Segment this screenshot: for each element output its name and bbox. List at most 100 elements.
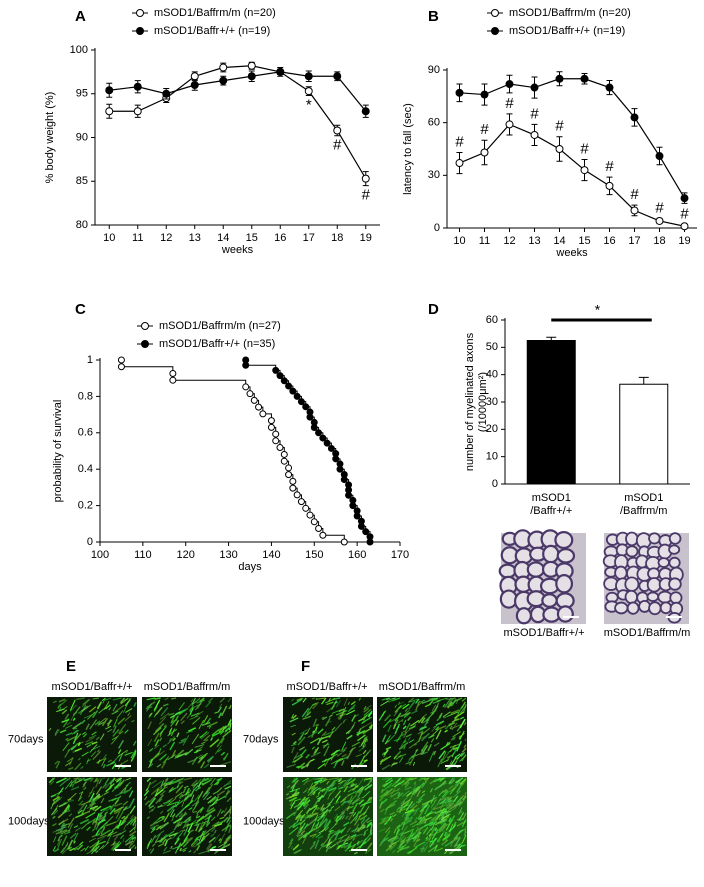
fiber [112,729,120,737]
fiber [173,821,181,831]
fiber [289,787,301,793]
fiber [352,837,356,841]
fiber [413,743,418,746]
fiber [224,785,232,790]
fiber [169,803,177,814]
fiber [224,823,230,833]
data-point [247,61,256,70]
fiber [95,829,100,836]
fiber [222,729,232,738]
fiber [430,802,436,808]
fiber [408,846,418,855]
fiber [120,816,129,825]
panel-label: D [428,301,439,318]
fiber [287,842,293,849]
fiber [118,752,124,762]
fiber [81,719,86,725]
fiber [422,841,429,848]
data-point [630,206,639,215]
fiber [311,833,318,839]
fiber [459,810,463,814]
fiber [118,730,124,735]
fiber [390,837,396,845]
y-axis-label: (/10000μm²) [477,372,489,432]
fiber [198,752,208,760]
fiber [439,777,445,782]
row-label: 70days [8,733,44,745]
fiber [54,760,59,765]
fiber [360,817,370,827]
fiber [80,821,91,830]
fiber [385,803,393,811]
data-point [276,444,284,452]
annotation: # [580,141,589,158]
fiber [216,808,222,817]
fiber [416,830,420,835]
fiber [369,777,373,781]
fiber [179,807,186,814]
data-point [169,369,177,377]
fiber [363,708,372,716]
fiber [404,809,415,814]
fiber [460,817,464,822]
fiber [321,731,327,737]
fiber [176,832,183,840]
fiber [407,792,412,797]
fiber [335,749,341,753]
fiber [170,718,177,727]
data-point [190,81,199,89]
fiber [114,777,122,782]
fiber [112,703,118,712]
fiber [302,715,312,720]
fiber [454,835,459,840]
fiber [411,786,420,795]
fiber [315,832,322,838]
fiber [210,833,215,838]
fiber [145,788,149,792]
fiber [96,830,102,837]
fiber [114,704,125,713]
fiber [99,733,105,741]
fiber [444,729,448,733]
fiber [193,794,200,802]
fiber [367,836,372,842]
fiber [61,847,69,855]
fiber [369,823,373,833]
fiber [361,801,372,806]
fiber [418,777,423,782]
fiber [219,838,223,844]
fiber [388,804,396,809]
fiber [58,824,66,832]
column-label: mSOD1/Baffr+/+ [286,681,367,693]
fiber [67,797,72,802]
fiber [363,805,370,816]
fiber [405,846,410,850]
data-point [530,83,539,92]
fiber [436,697,448,702]
fiber [151,843,156,848]
fiber [186,821,199,827]
data-point [455,88,464,97]
fiber [123,697,132,701]
fiber [392,813,397,818]
fiber [103,758,107,761]
fiber [114,802,123,807]
fiber [93,795,100,800]
fiber [317,728,324,735]
fiber [85,723,90,731]
axon [614,601,629,615]
annotation: # [362,187,371,204]
fiber [313,748,318,755]
fiber [341,741,347,751]
fiber [60,847,65,853]
fiber [453,718,459,722]
axon [668,577,682,591]
fiber [363,828,369,833]
fiber [457,844,463,850]
data-point [267,423,275,431]
fiber [211,827,216,833]
fiber [316,814,326,822]
fiber [190,839,198,847]
fiber [302,790,307,794]
fiber [81,804,88,815]
